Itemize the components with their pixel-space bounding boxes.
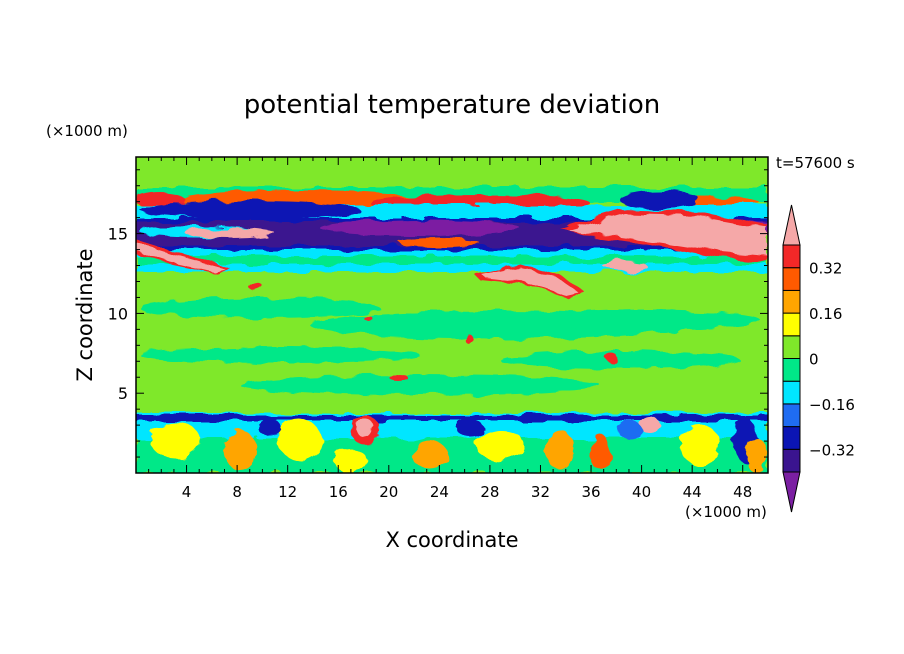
x-tick-label: 48 (733, 483, 752, 501)
y-unit-label: (×1000 m) (46, 122, 128, 140)
colorbar-tick-label: 0.16 (809, 305, 842, 323)
colorbar-tick-label: −0.32 (809, 441, 855, 459)
colorbar-tick-label: 0 (809, 351, 819, 369)
colorbar: 0.32 0.16 0 −0.16 −0.32 (782, 204, 855, 513)
y-axis-title: Z coordinate (73, 248, 97, 381)
colorbar-segment (782, 267, 801, 291)
x-tick-label: 40 (632, 483, 651, 501)
colorbar-segment (782, 403, 801, 428)
colorbar-segment (782, 380, 801, 405)
x-axis-title: X coordinate (385, 528, 518, 552)
x-tick-label: 12 (278, 483, 297, 501)
colorbar-extend-low (782, 471, 801, 513)
colorbar-segment (782, 312, 801, 337)
x-tick-label: 20 (379, 483, 398, 501)
x-unit-label: (×1000 m) (685, 503, 767, 521)
chart-title: potential temperature deviation (244, 90, 660, 120)
contour-field (136, 157, 768, 473)
colorbar-segment (782, 289, 801, 314)
colorbar-segment (782, 335, 801, 359)
colorbar-extend-high (782, 204, 801, 246)
colorbar-tick-label: −0.16 (809, 396, 855, 414)
y-axis-ticks: 5 10 15 (108, 169, 768, 458)
x-tick-label: 36 (581, 483, 600, 501)
y-tick-label: 10 (108, 304, 128, 323)
colorbar-segment (782, 358, 801, 382)
y-tick-label: 5 (118, 384, 128, 403)
colorbar-segment (782, 244, 801, 269)
x-tick-label: 32 (531, 483, 550, 501)
colorbar-segment (782, 448, 801, 473)
x-axis-ticks: 4 8 12 16 20 24 28 32 36 40 44 48 (148, 157, 756, 501)
time-label: t=57600 s (776, 154, 855, 172)
x-tick-label: 28 (480, 483, 499, 501)
colorbar-tick-label: 0.32 (809, 260, 842, 278)
x-tick-label: 16 (329, 483, 348, 501)
colorbar-segment (782, 426, 801, 450)
x-tick-label: 24 (430, 483, 449, 501)
x-tick-label: 8 (232, 483, 242, 501)
y-tick-label: 15 (108, 225, 128, 244)
x-tick-label: 44 (683, 483, 702, 501)
x-tick-label: 4 (182, 483, 192, 501)
